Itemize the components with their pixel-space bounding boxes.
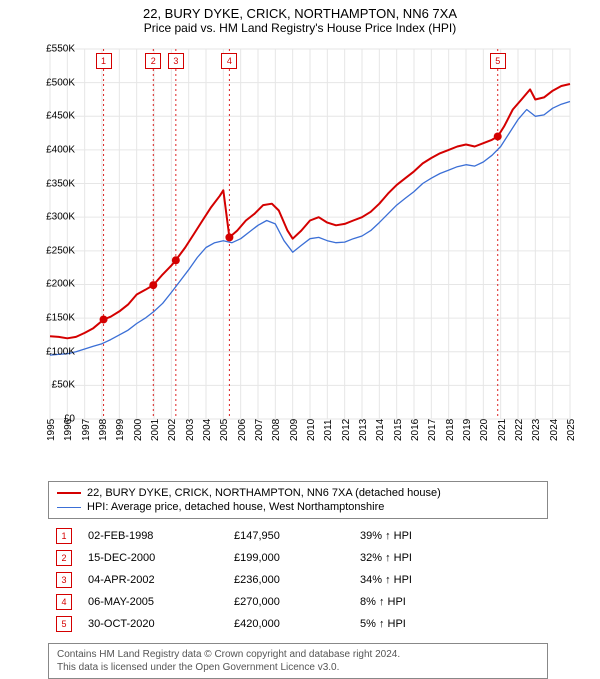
x-tick-label: 2014 [375,419,386,441]
sale-row: 1 02-FEB-1998 £147,950 39% ↑ HPI [48,525,548,547]
x-tick-label: 2010 [306,419,317,441]
legend-box: 22, BURY DYKE, CRICK, NORTHAMPTON, NN6 7… [48,481,548,519]
sale-marker-box: 2 [145,53,161,69]
y-tick-label: £250K [35,245,75,256]
sale-number-box: 3 [56,572,72,588]
x-tick-label: 2008 [271,419,282,441]
legend-row: 22, BURY DYKE, CRICK, NORTHAMPTON, NN6 7… [57,486,539,500]
x-tick-label: 1999 [115,419,126,441]
x-tick-label: 2009 [289,419,300,441]
sale-price: £270,000 [234,596,344,608]
x-tick-label: 2024 [549,419,560,441]
sale-price: £199,000 [234,552,344,564]
sale-date: 15-DEC-2000 [88,552,218,564]
legend-swatch [57,492,81,494]
x-tick-label: 2017 [427,419,438,441]
sale-date: 04-APR-2002 [88,574,218,586]
x-tick-label: 2001 [150,419,161,441]
x-tick-label: 2019 [462,419,473,441]
y-tick-label: £150K [35,313,75,324]
x-tick-label: 2006 [237,419,248,441]
y-tick-label: £550K [35,44,75,55]
chart-title: 22, BURY DYKE, CRICK, NORTHAMPTON, NN6 7… [0,0,600,21]
x-tick-label: 2003 [185,419,196,441]
legend-swatch [57,507,81,508]
sale-number-box: 2 [56,550,72,566]
legend: 22, BURY DYKE, CRICK, NORTHAMPTON, NN6 7… [49,482,547,518]
y-tick-label: £50K [35,380,75,391]
sale-marker-box: 5 [490,53,506,69]
y-tick-label: £450K [35,111,75,122]
sale-diff: 32% ↑ HPI [360,552,548,564]
x-tick-label: 2016 [410,419,421,441]
y-tick-label: £300K [35,212,75,223]
sale-row: 4 06-MAY-2005 £270,000 8% ↑ HPI [48,591,548,613]
sale-number-box: 5 [56,616,72,632]
sale-date: 30-OCT-2020 [88,618,218,630]
sale-date: 06-MAY-2005 [88,596,218,608]
sale-price: £147,950 [234,530,344,542]
legend-row: HPI: Average price, detached house, West… [57,500,539,514]
chart-subtitle: Price paid vs. HM Land Registry's House … [0,21,600,39]
x-tick-label: 2007 [254,419,265,441]
y-tick-label: £350K [35,178,75,189]
x-tick-label: 2021 [497,419,508,441]
sale-row: 5 30-OCT-2020 £420,000 5% ↑ HPI [48,613,548,635]
footer-box: Contains HM Land Registry data © Crown c… [48,643,548,679]
sale-diff: 34% ↑ HPI [360,574,548,586]
chart-area: £0£50K£100K£150K£200K£250K£300K£350K£400… [40,39,600,439]
x-tick-label: 2004 [202,419,213,441]
x-tick-label: 2023 [531,419,542,441]
y-tick-label: £100K [35,346,75,357]
sale-marker-box: 1 [96,53,112,69]
x-tick-label: 2012 [341,419,352,441]
sale-number-box: 1 [56,528,72,544]
x-tick-label: 2000 [133,419,144,441]
sale-diff: 8% ↑ HPI [360,596,548,608]
footer-line-2: This data is licensed under the Open Gov… [57,661,539,674]
x-tick-label: 2025 [566,419,577,441]
x-tick-label: 1995 [46,419,57,441]
sale-row: 3 04-APR-2002 £236,000 34% ↑ HPI [48,569,548,591]
chart-container: 22, BURY DYKE, CRICK, NORTHAMPTON, NN6 7… [0,0,600,650]
sale-date: 02-FEB-1998 [88,530,218,542]
x-tick-label: 2022 [514,419,525,441]
x-tick-label: 2018 [445,419,456,441]
legend-label: 22, BURY DYKE, CRICK, NORTHAMPTON, NN6 7… [87,487,441,499]
x-tick-label: 2002 [167,419,178,441]
x-tick-label: 1996 [63,419,74,441]
sale-price: £420,000 [234,618,344,630]
sale-marker-box: 3 [168,53,184,69]
sale-number-box: 4 [56,594,72,610]
sales-table: 1 02-FEB-1998 £147,950 39% ↑ HPI 2 15-DEC-200… [48,525,548,635]
sale-price: £236,000 [234,574,344,586]
sale-marker-box: 4 [221,53,237,69]
sale-diff: 5% ↑ HPI [360,618,548,630]
y-tick-label: £500K [35,77,75,88]
sale-diff: 39% ↑ HPI [360,530,548,542]
y-tick-label: £200K [35,279,75,290]
x-tick-label: 2005 [219,419,230,441]
x-tick-label: 2013 [358,419,369,441]
x-tick-label: 1997 [81,419,92,441]
x-tick-label: 2011 [323,419,334,441]
sale-row: 2 15-DEC-2000 £199,000 32% ↑ HPI [48,547,548,569]
legend-label: HPI: Average price, detached house, West… [87,501,384,513]
x-tick-label: 1998 [98,419,109,441]
x-tick-label: 2020 [479,419,490,441]
y-tick-label: £400K [35,144,75,155]
chart-svg [40,39,600,479]
x-tick-label: 2015 [393,419,404,441]
